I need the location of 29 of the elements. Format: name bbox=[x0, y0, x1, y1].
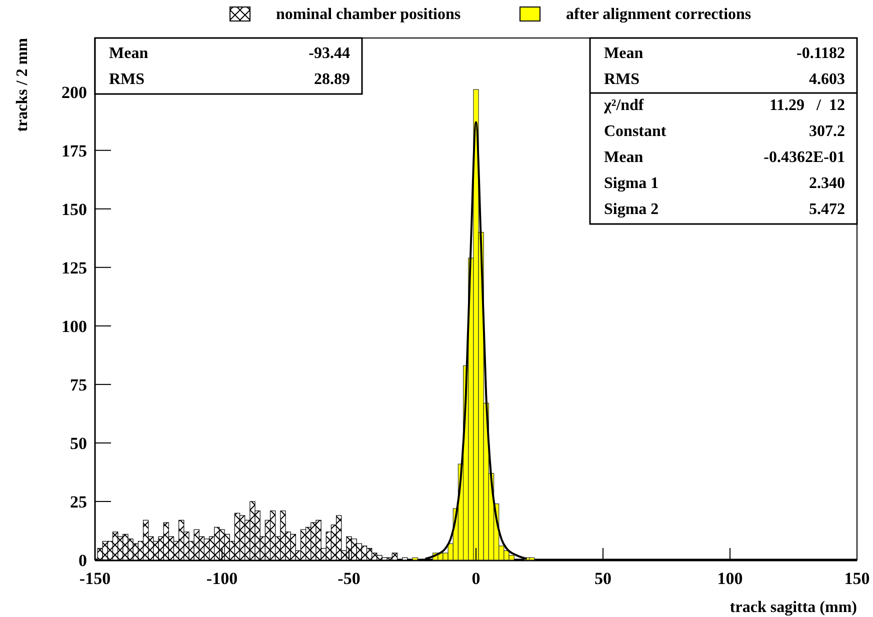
text: Mean -0.1182 bbox=[604, 45, 845, 62]
y-tick-label: 125 bbox=[62, 258, 87, 278]
x-tick-label: -150 bbox=[79, 569, 111, 588]
y-tick-label: 75 bbox=[70, 375, 87, 394]
text: Sigma 2 5.472 bbox=[604, 201, 845, 218]
text: Constant 307.2 bbox=[604, 123, 845, 140]
x-tick-label: 50 bbox=[594, 569, 612, 588]
y-tick-label: 175 bbox=[62, 141, 87, 160]
text: χ²/ndf 11.29 / 12 bbox=[604, 97, 845, 114]
text: Mean -0.4362E-01 bbox=[604, 149, 845, 166]
y-tick-label: 50 bbox=[70, 434, 87, 453]
legend-label: nominal chamber positions bbox=[276, 6, 461, 23]
y-tick-label: 0 bbox=[78, 551, 87, 570]
x-axis-title: track sagitta (mm) bbox=[730, 599, 857, 616]
text: RMS 28.89 bbox=[109, 71, 350, 88]
x-tick-label: -50 bbox=[338, 569, 360, 588]
y-tick-label: 100 bbox=[62, 316, 87, 336]
x-tick-label: -100 bbox=[206, 569, 238, 588]
text: Sigma 1 2.340 bbox=[604, 175, 845, 192]
x-tick-label: 100 bbox=[717, 569, 743, 588]
y-axis-title: tracks / 2 mm bbox=[14, 37, 31, 132]
text: RMS 4.603 bbox=[604, 71, 845, 88]
x-tick-label: 0 bbox=[472, 569, 480, 588]
legend-label: after alignment corrections bbox=[566, 6, 752, 23]
y-tick-label: 150 bbox=[62, 200, 87, 219]
x-tick-label: 150 bbox=[844, 569, 870, 588]
y-tick-label: 25 bbox=[70, 492, 87, 512]
y-tick-label: 200 bbox=[62, 82, 87, 102]
text: Mean -93.44 bbox=[109, 45, 350, 62]
